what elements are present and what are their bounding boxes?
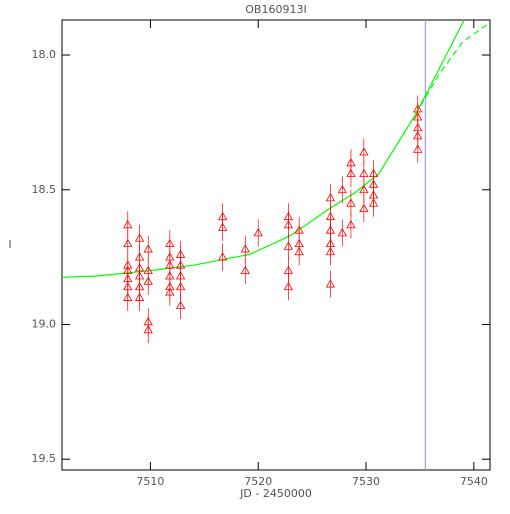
- data-point: [240, 265, 250, 274]
- x-tick-label: 7510: [136, 475, 164, 488]
- data-point: [143, 325, 153, 334]
- data-point: [283, 219, 294, 229]
- data-point: [325, 246, 336, 256]
- data-point: [325, 279, 336, 288]
- y-tick-label: 19.0: [32, 317, 57, 330]
- data-point: [346, 198, 356, 207]
- data-point: [175, 300, 186, 310]
- data-point: [346, 219, 356, 229]
- plot-frame: [61, 19, 491, 471]
- data-point: [123, 219, 133, 229]
- data-point: [165, 287, 175, 296]
- data-point: [123, 238, 133, 248]
- data-point: [337, 228, 347, 237]
- data-point: [123, 292, 133, 301]
- data-point: [337, 184, 347, 194]
- y-tick-label: 18.5: [32, 183, 57, 196]
- x-tick-label: 7520: [244, 475, 272, 488]
- data-point: [240, 244, 250, 253]
- model-curve: [61, 19, 465, 278]
- y-tick-label: 18.0: [32, 48, 57, 61]
- data-point: [283, 241, 294, 250]
- chart-title: OB160913I: [245, 3, 306, 16]
- model-curve: [415, 22, 491, 115]
- data-point: [325, 193, 336, 202]
- data-point: [143, 244, 153, 253]
- data-point: [175, 281, 186, 291]
- data-point: [143, 276, 153, 285]
- data-point: [359, 147, 369, 156]
- data-point: [368, 198, 379, 207]
- data-point: [359, 203, 369, 213]
- data-point: [134, 292, 145, 301]
- x-axis-label: JD - 2450000: [239, 487, 312, 500]
- data-point: [294, 246, 304, 256]
- y-axis-label: I: [8, 238, 11, 251]
- data-point: [217, 222, 228, 231]
- data-point: [134, 233, 145, 242]
- data-point: [413, 144, 423, 153]
- data-point: [253, 228, 263, 237]
- x-tick-label: 7530: [352, 475, 380, 488]
- data-point: [283, 281, 294, 291]
- x-tick-label: 7540: [460, 475, 488, 488]
- data-point: [359, 184, 369, 194]
- data-point: [346, 168, 356, 177]
- y-tick-label: 19.5: [32, 452, 57, 465]
- data-point: [217, 252, 228, 261]
